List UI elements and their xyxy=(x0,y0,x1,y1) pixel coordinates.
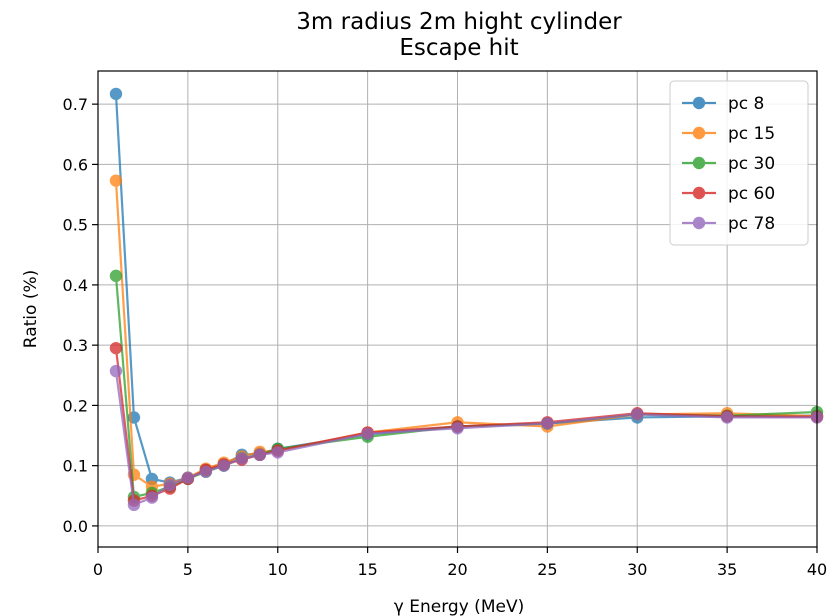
y-tick-label: 0.4 xyxy=(63,276,88,295)
legend-marker xyxy=(692,216,706,230)
y-tick-label: 0.6 xyxy=(63,155,88,174)
chart-subtitle: Escape hit xyxy=(399,35,518,61)
y-tick-label: 0.0 xyxy=(63,517,88,536)
data-point xyxy=(181,471,195,484)
x-tick-label: 35 xyxy=(717,560,737,579)
y-axis-label: Ratio (%) xyxy=(21,270,41,348)
data-point xyxy=(235,452,248,465)
y-tick-label: 0.2 xyxy=(63,396,88,415)
series-line xyxy=(114,180,818,488)
legend-item xyxy=(682,126,716,140)
legend-item xyxy=(682,156,716,170)
x-tick-label: 40 xyxy=(807,560,827,579)
legend-item xyxy=(682,186,716,200)
y-tick-label: 0.3 xyxy=(63,336,88,355)
data-point xyxy=(109,87,123,101)
legend-label: pc 30 xyxy=(728,154,775,174)
y-tick-label: 0.7 xyxy=(63,95,88,114)
x-tick-label: 0 xyxy=(93,560,103,579)
x-tick-label: 20 xyxy=(447,560,467,579)
legend-label: pc 60 xyxy=(728,184,775,204)
data-point xyxy=(720,411,734,424)
data-point xyxy=(145,491,159,504)
data-point xyxy=(199,465,213,478)
data-point xyxy=(253,448,266,462)
legend-marker xyxy=(692,156,706,170)
legend-marker xyxy=(692,126,706,140)
x-tick-label: 30 xyxy=(627,560,647,579)
x-tick-label: 10 xyxy=(268,560,288,579)
x-tick-label: 25 xyxy=(537,560,557,579)
data-point xyxy=(109,269,123,283)
data-point xyxy=(361,427,374,440)
axis-ticks: 0 5 10 15 20 25 30 35 40 0.0 0.1 0.2 0.3 0.4 0.5 0.6 0.7 xyxy=(63,95,828,579)
legend-label: pc 15 xyxy=(728,124,775,144)
legend-item xyxy=(682,96,716,110)
legend-item xyxy=(682,216,716,230)
series-pc-78 xyxy=(109,364,824,512)
legend-marker xyxy=(692,96,706,110)
data-point xyxy=(217,459,231,472)
series-line xyxy=(114,370,817,507)
y-tick-label: 0.1 xyxy=(63,457,88,476)
legend: pc 8 pc 15 pc 30 pc 60 pc 78 xyxy=(669,80,809,246)
data-point xyxy=(109,174,123,187)
x-axis-label: γ Energy (MeV) xyxy=(394,597,524,616)
legend-label: pc 78 xyxy=(728,214,775,234)
data-point xyxy=(163,478,177,492)
data-point xyxy=(127,498,141,512)
x-tick-label: 15 xyxy=(357,560,377,579)
data-point xyxy=(451,422,464,435)
series-line xyxy=(114,348,818,502)
series-layer xyxy=(109,87,824,512)
x-tick-label: 5 xyxy=(183,560,193,579)
data-point xyxy=(541,417,554,430)
series-pc-60 xyxy=(109,341,824,507)
legend-label: pc 8 xyxy=(728,94,764,114)
data-point xyxy=(271,446,284,459)
data-point xyxy=(109,364,123,378)
data-point xyxy=(631,408,644,421)
y-tick-label: 0.5 xyxy=(63,216,88,235)
data-point xyxy=(109,341,123,355)
chart-title: 3m radius 2m hight cylinder xyxy=(296,9,622,35)
legend-marker xyxy=(692,186,706,200)
legend-box xyxy=(669,80,809,246)
